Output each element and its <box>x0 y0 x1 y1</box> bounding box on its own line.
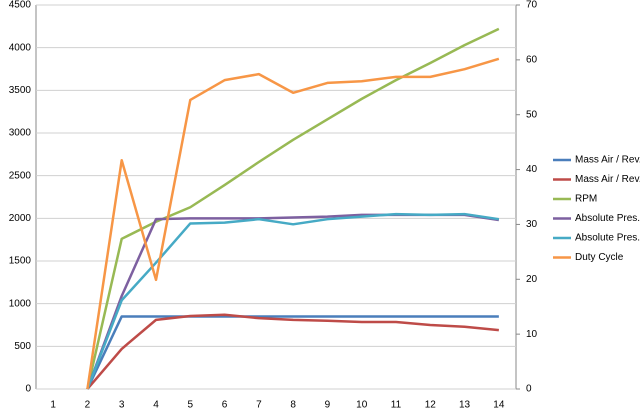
legend-label: Mass Air / Rev. <box>575 174 640 185</box>
y2-tick-label: 0 <box>526 384 532 395</box>
x-tick-label: 7 <box>256 400 262 411</box>
series-line <box>86 315 499 390</box>
x-tick-label: 14 <box>493 400 505 411</box>
y2-tick-label: 30 <box>526 219 538 230</box>
legend-label: Duty Cycle <box>575 252 624 263</box>
y-tick-label: 3500 <box>9 85 32 96</box>
y-tick-label: 500 <box>14 341 31 352</box>
y2-tick-label: 70 <box>526 0 538 11</box>
y2-tick-label: 50 <box>526 109 538 120</box>
legend-label: Absolute Pres. <box>575 233 640 244</box>
series-line <box>86 57 500 390</box>
y-tick-label: 4500 <box>9 0 32 11</box>
x-tick-label: 6 <box>222 400 228 411</box>
y2-tick-label: 20 <box>526 274 538 285</box>
y-tick-label: 1500 <box>9 256 32 267</box>
x-tick-label: 12 <box>425 400 437 411</box>
x-tick-label: 11 <box>391 400 402 411</box>
y-tick-label: 2500 <box>9 170 32 181</box>
x-tick-label: 4 <box>153 400 159 411</box>
x-tick-label: 10 <box>356 400 368 411</box>
x-tick-label: 13 <box>459 400 471 411</box>
y2-tick-label: 40 <box>526 164 538 175</box>
y-tick-label: 2000 <box>9 213 32 224</box>
x-tick-label: 5 <box>188 400 194 411</box>
y-tick-label: 3000 <box>9 128 32 139</box>
series-line <box>86 27 500 390</box>
x-tick-label: 2 <box>85 400 91 411</box>
y-tick-label: 0 <box>25 384 31 395</box>
y2-tick-label: 10 <box>526 329 538 340</box>
x-tick-label: 8 <box>290 400 296 411</box>
x-tick-label: 9 <box>325 400 331 411</box>
y-tick-label: 1000 <box>9 298 32 309</box>
series-line <box>86 213 500 390</box>
legend-label: Absolute Pres. <box>575 213 640 224</box>
y2-tick-label: 60 <box>526 54 538 65</box>
x-tick-label: 3 <box>119 400 125 411</box>
legend-label: RPM <box>575 194 597 205</box>
x-tick-label: 1 <box>50 400 56 411</box>
y-tick-label: 4000 <box>9 42 32 53</box>
series-line <box>86 313 499 390</box>
series-line <box>86 212 500 390</box>
legend-label: Mass Air / Rev. <box>575 155 640 166</box>
